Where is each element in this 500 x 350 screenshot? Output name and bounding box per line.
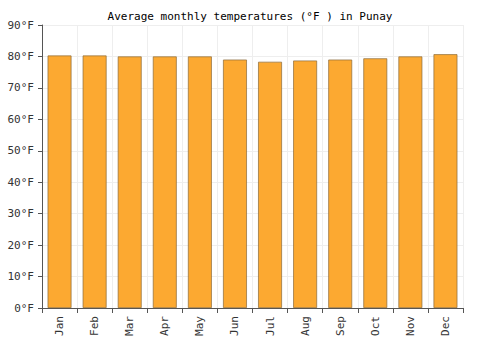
svg-text:50°F: 50°F [8,144,35,157]
svg-text:Sep: Sep [334,316,347,336]
svg-text:40°F: 40°F [8,176,35,189]
svg-text:Dec: Dec [439,316,452,336]
svg-text:Mar: Mar [123,316,136,336]
svg-text:Jul: Jul [264,316,277,336]
svg-text:30°F: 30°F [8,207,35,220]
svg-text:May: May [193,316,206,336]
svg-text:Aug: Aug [299,316,312,336]
svg-text:60°F: 60°F [8,113,35,126]
svg-text:80°F: 80°F [8,50,35,63]
svg-text:Feb: Feb [88,316,101,336]
svg-text:0°F: 0°F [14,302,34,315]
svg-text:Jan: Jan [53,316,66,336]
svg-text:70°F: 70°F [8,81,35,94]
svg-text:Average monthly temperatures (: Average monthly temperatures (°F ) in Pu… [108,10,393,23]
svg-text:20°F: 20°F [8,239,35,252]
svg-text:90°F: 90°F [8,19,35,32]
svg-text:Jun: Jun [228,316,241,336]
svg-text:Oct: Oct [369,316,382,336]
svg-text:10°F: 10°F [8,270,35,283]
svg-text:Apr: Apr [158,316,171,336]
svg-text:Nov: Nov [404,316,417,336]
